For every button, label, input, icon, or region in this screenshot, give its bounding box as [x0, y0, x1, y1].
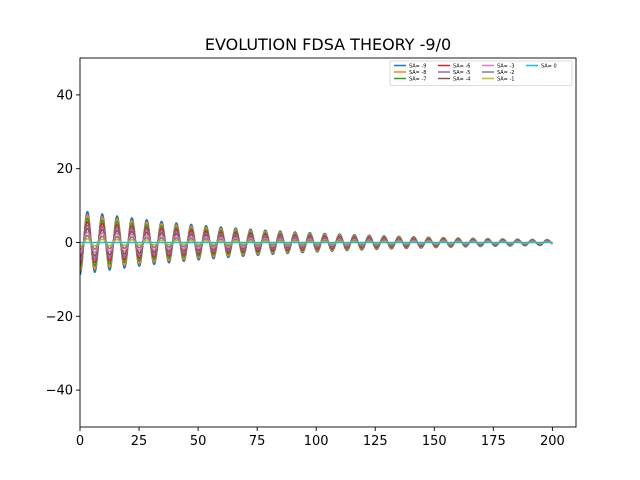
- legend: SA= -9SA= -8SA= -7 SA= -6SA= -5SA= -4 SA= …: [389, 60, 573, 86]
- chart-title: EVOLUTION FDSA THEORY -9/0: [205, 35, 451, 54]
- legend-label-8: SA= -1: [497, 76, 514, 82]
- x-tick-label-4: 100: [304, 434, 329, 449]
- x-tick-label-7: 175: [481, 434, 506, 449]
- legend-label-7: SA= -2: [497, 70, 514, 76]
- y-tick-label-0: −40: [46, 384, 73, 399]
- legend-label-2: SA= -7: [409, 76, 426, 82]
- x-tick-label-1: 25: [131, 434, 148, 449]
- x-axis: 0 25 50 75 100 125 150 175 200: [76, 427, 565, 449]
- y-tick-label-3: 20: [56, 162, 73, 177]
- legend-label-3: SA= -6: [453, 63, 470, 69]
- x-tick-label-6: 150: [422, 434, 447, 449]
- legend-label-4: SA= -5: [453, 70, 470, 76]
- x-tick-label-2: 50: [190, 434, 207, 449]
- y-tick-label-1: −20: [46, 310, 73, 325]
- x-tick-label-3: 75: [249, 434, 266, 449]
- y-axis: −40 −20 0 20 40: [46, 88, 80, 399]
- x-tick-label-5: 125: [363, 434, 388, 449]
- x-tick-label-0: 0: [76, 434, 84, 449]
- legend-label-1: SA= -8: [409, 70, 426, 76]
- legend-label-9: SA= 0: [541, 63, 557, 69]
- legend-label-5: SA= -4: [453, 76, 470, 82]
- y-tick-label-4: 40: [56, 88, 73, 103]
- y-tick-label-2: 0: [65, 236, 73, 251]
- legend-label-0: SA= -9: [409, 63, 426, 69]
- x-tick-label-8: 200: [540, 434, 565, 449]
- legend-box: [389, 60, 573, 86]
- plot-area: [79, 57, 577, 428]
- legend-label-6: SA= -3: [497, 63, 514, 69]
